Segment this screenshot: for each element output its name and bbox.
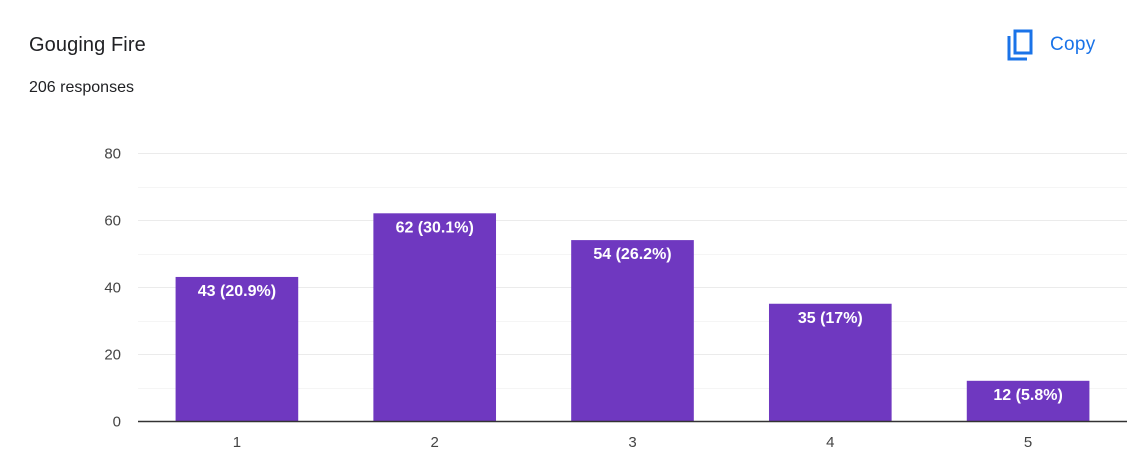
x-tick-label: 5: [1024, 434, 1032, 451]
chart-y-tick-labels: 0 20 40 60 80: [104, 146, 121, 431]
responses-count: 206 responses: [29, 79, 134, 96]
bar-data-label: 43 (20.9%): [198, 283, 276, 300]
chart-bars: [175, 213, 1090, 421]
chart-x-tick-labels: 1 2 3 4 5: [233, 434, 1033, 451]
bar-1[interactable]: [175, 276, 299, 421]
copy-icon: [1006, 28, 1036, 62]
y-tick-label: 0: [113, 414, 121, 431]
bar-data-label: 35 (17%): [798, 310, 863, 327]
x-tick-label: 1: [233, 434, 241, 451]
y-tick-label: 20: [104, 347, 121, 364]
x-tick-label: 2: [431, 434, 439, 451]
page-title: Gouging Fire: [29, 34, 146, 56]
bar-4[interactable]: [768, 303, 892, 421]
y-tick-label: 60: [104, 213, 121, 230]
bar-data-label: 54 (26.2%): [593, 246, 671, 263]
copy-button-label: Copy: [1050, 34, 1096, 55]
bar-data-label: 62 (30.1%): [396, 219, 474, 236]
chart-data-labels: 43 (20.9%) 62 (30.1%) 54 (26.2%) 35 (17%) 12…: [198, 219, 1063, 403]
y-tick-label: 80: [104, 146, 121, 163]
y-tick-label: 40: [104, 280, 121, 297]
bar-2[interactable]: [373, 213, 497, 421]
bar-3[interactable]: [571, 240, 694, 421]
copy-button[interactable]: Copy: [1000, 26, 1102, 64]
x-tick-label: 4: [826, 434, 834, 451]
bar-5[interactable]: [966, 380, 1090, 421]
bar-data-label: 12 (5.8%): [993, 387, 1062, 404]
x-tick-label: 3: [628, 434, 636, 451]
